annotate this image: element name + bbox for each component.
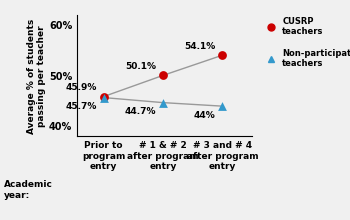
Point <box>160 74 166 77</box>
Text: 44.7%: 44.7% <box>124 107 156 116</box>
Point <box>219 53 225 57</box>
Point <box>101 96 106 99</box>
Point <box>160 101 166 104</box>
Text: Academic
year:: Academic year: <box>4 180 52 200</box>
Text: 45.7%: 45.7% <box>65 102 97 111</box>
Point <box>219 104 225 108</box>
Text: 45.9%: 45.9% <box>65 83 97 92</box>
Text: 50.1%: 50.1% <box>125 62 156 71</box>
Point <box>101 95 106 98</box>
Y-axis label: Average % of students
passing per teacher: Average % of students passing per teache… <box>27 18 46 134</box>
Text: 44%: 44% <box>194 111 215 120</box>
Legend: CUSRP
teachers, Non-participating
teachers: CUSRP teachers, Non-participating teache… <box>260 13 350 72</box>
Text: 54.1%: 54.1% <box>184 42 215 51</box>
